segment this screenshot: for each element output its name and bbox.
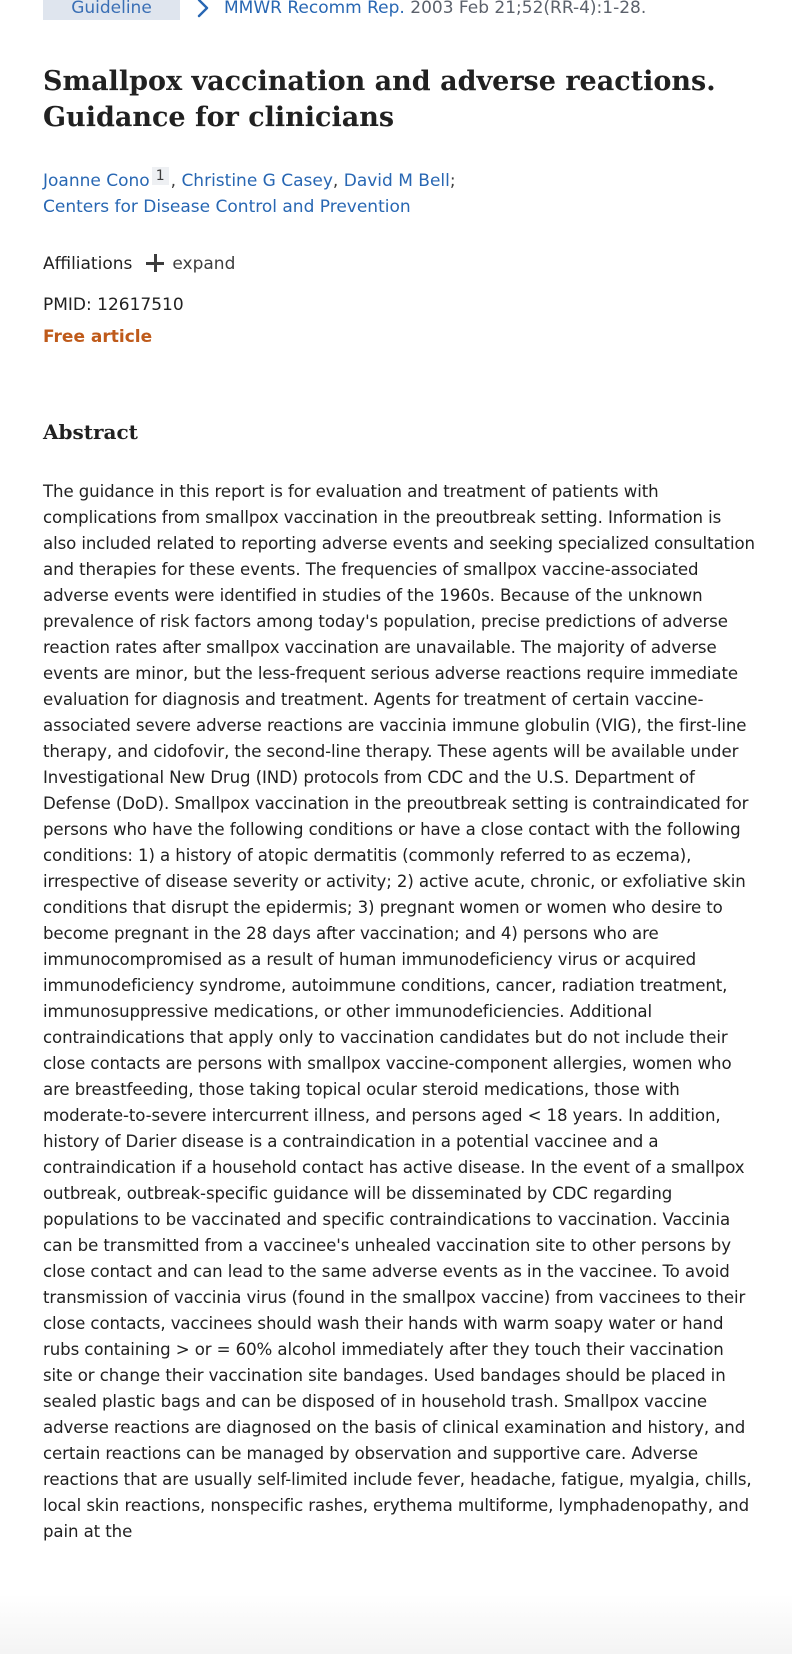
author-link[interactable]: David M Bell — [343, 171, 450, 191]
pmid: PMID: 12617510 — [43, 295, 184, 315]
chevron-right-icon — [197, 0, 209, 18]
author-separator: , — [332, 171, 344, 191]
author-separator: , — [170, 171, 182, 191]
bottom-fade — [0, 1594, 792, 1654]
author-link[interactable]: Joanne Cono — [43, 171, 150, 191]
article-title: Smallpox vaccination and adverse reactio… — [43, 66, 716, 133]
expand-label[interactable]: expand — [172, 254, 236, 274]
author-separator: ; — [449, 171, 456, 191]
citation-details: 2003 Feb 21;52(RR-4):1-28. — [404, 0, 647, 18]
plus-icon[interactable] — [144, 252, 166, 274]
article-type-badge[interactable]: Guideline — [43, 0, 180, 20]
article-header: Guideline MMWR Recomm Rep. 2003 Feb 21;5… — [0, 0, 792, 24]
affiliations-label: Affiliations — [43, 254, 133, 274]
citation: MMWR Recomm Rep. 2003 Feb 21;52(RR-4):1-… — [224, 0, 646, 20]
journal-link[interactable]: MMWR Recomm Rep. — [224, 0, 405, 18]
author-names: Joanne Cono 1, Christine G Casey, David M… — [43, 167, 456, 191]
abstract-text: The guidance in this report is for evalu… — [43, 482, 755, 1541]
authors-list: Joanne Cono 1, Christine G Casey, David M… — [43, 167, 763, 220]
affiliation-number[interactable]: 1 — [151, 167, 169, 185]
affiliations-row[interactable]: Affiliations expand — [43, 250, 235, 278]
abstract-heading: Abstract — [43, 420, 138, 444]
author-link[interactable]: Christine G Casey — [181, 171, 333, 191]
collective-author-link[interactable]: Centers for Disease Control and Preventi… — [43, 197, 411, 217]
free-article-label: Free article — [43, 327, 153, 347]
